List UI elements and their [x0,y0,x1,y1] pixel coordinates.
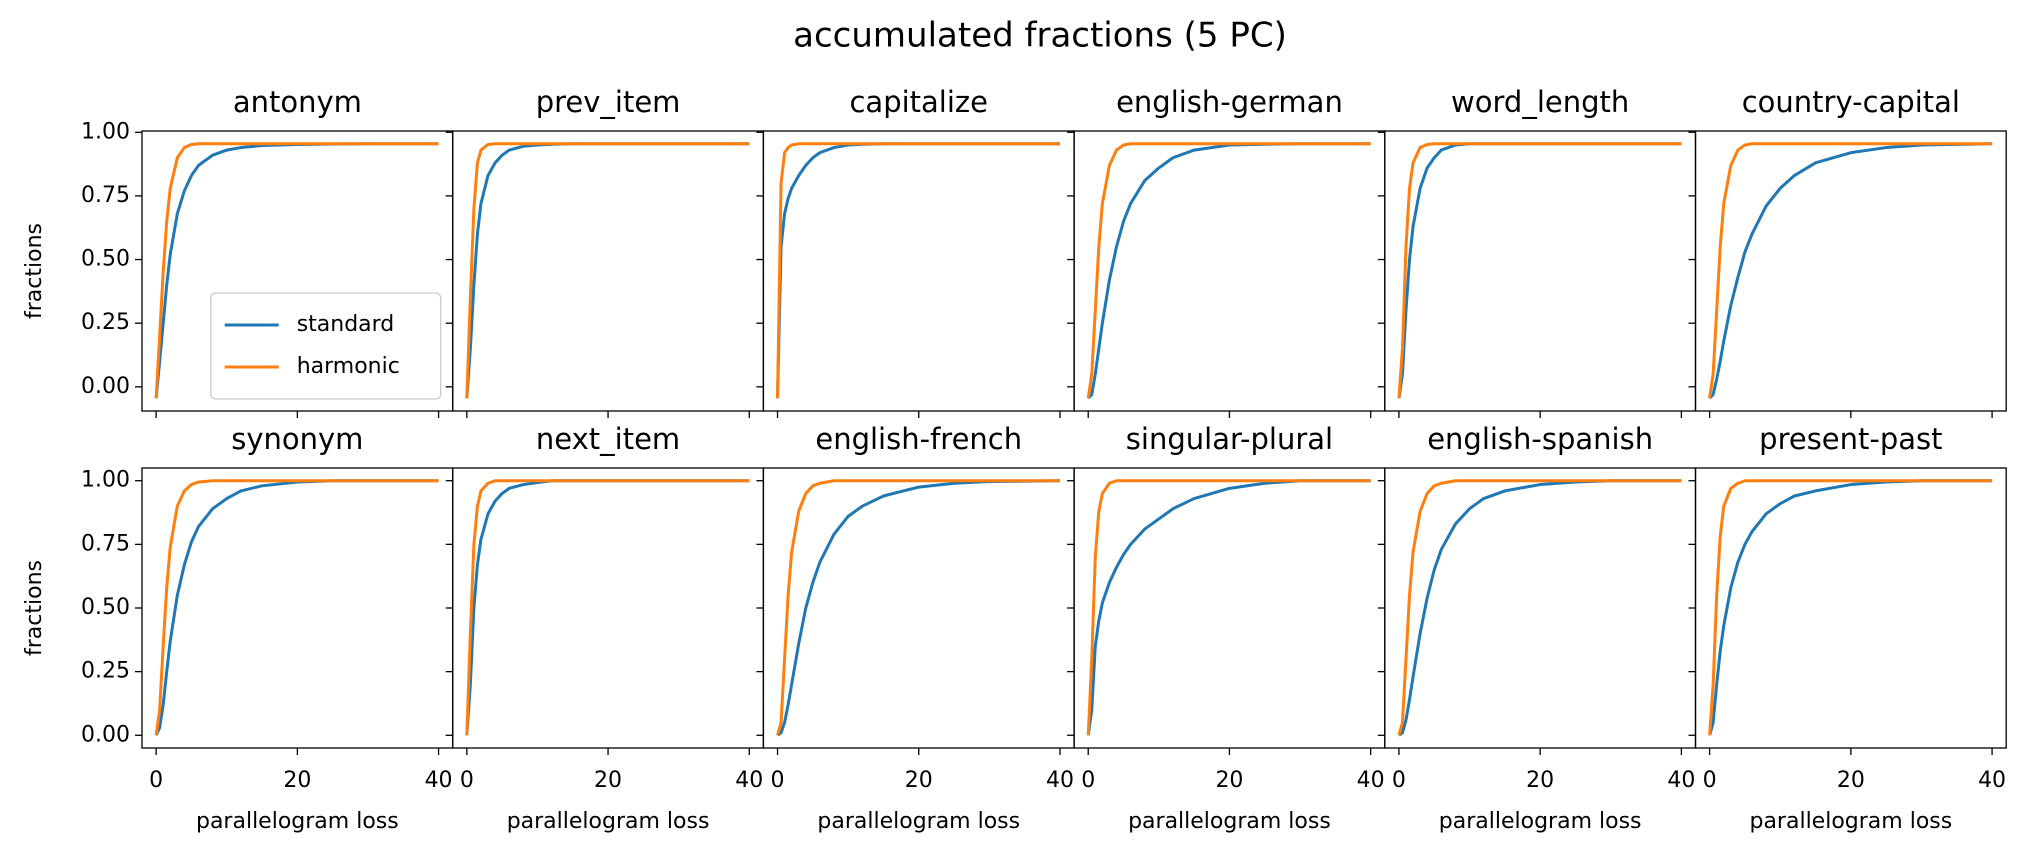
x-axis-label: parallelogram loss [1128,809,1331,834]
subplot-title: singular-plural [1126,422,1333,456]
x-axis-label: parallelogram loss [1439,809,1642,834]
y-tick-label: 0.25 [81,659,130,684]
axes-frame [1694,467,2007,749]
series-line [776,479,1060,736]
legend-box [210,292,442,400]
x-tick-label: 20 [1837,768,1865,793]
y-tick-label: 0.00 [81,722,130,747]
subplot-title: english-french [815,422,1022,456]
y-tick-label: 0.75 [81,531,130,556]
y-tick-label: 0.00 [81,374,130,399]
x-tick-label: 0 [149,768,163,793]
series-line [465,479,750,736]
series-line [1086,479,1371,736]
y-axis-label: fractions [22,223,47,319]
x-axis-label: parallelogram loss [1749,809,1952,834]
subplot-title: english-spanish [1427,422,1653,456]
axes-frame [1694,130,2007,412]
x-tick-label: 20 [1526,768,1554,793]
legend-label: standard [297,312,395,337]
series-line [1708,142,1993,400]
x-tick-label: 20 [905,768,933,793]
series-line [1086,479,1371,736]
y-tick-label: 0.50 [81,595,130,620]
series-line [1397,142,1682,399]
subplot-title: prev_item [536,85,681,119]
legend-label: harmonic [297,354,400,379]
series-line [776,142,1060,399]
x-tick-label: 20 [594,768,622,793]
y-tick-label: 0.25 [81,310,130,335]
series-line [776,479,1060,737]
y-tick-label: 1.00 [81,119,130,144]
series-line [154,479,439,736]
y-tick-label: 0.50 [81,247,130,272]
series-line [1708,142,1993,399]
x-tick-label: 40 [1667,768,1695,793]
subplot-title: word_length [1451,85,1629,119]
subplot-title: present-past [1759,422,1942,456]
y-tick-label: 1.00 [81,468,130,493]
x-tick-label: 0 [460,768,474,793]
subplot-title: next_item [536,422,680,456]
series-line [1086,142,1371,399]
y-tick-label: 0.75 [81,183,130,208]
x-axis-label: parallelogram loss [817,809,1020,834]
subplot-title: synonym [231,422,363,456]
x-axis-label: parallelogram loss [196,809,399,834]
x-tick-label: 40 [735,768,763,793]
figure-title: accumulated fractions (5 PC) [793,16,1287,56]
x-tick-label: 20 [1215,768,1243,793]
x-tick-label: 0 [771,768,785,793]
x-tick-label: 40 [1978,768,2006,793]
subplot-title: antonym [233,85,362,119]
x-tick-label: 40 [1357,768,1385,793]
x-tick-label: 20 [283,768,311,793]
x-tick-label: 0 [1703,768,1717,793]
series-line [1398,479,1682,737]
series-line [1708,479,1993,736]
x-tick-label: 0 [1081,768,1095,793]
subplot-title: english-german [1116,85,1343,119]
subplot-title: capitalize [849,85,988,119]
x-tick-label: 40 [1046,768,1074,793]
series-line [465,142,750,399]
x-tick-label: 40 [425,768,453,793]
series-line [154,142,439,399]
series-line [1708,479,1993,736]
x-axis-label: parallelogram loss [507,809,710,834]
subplot-title: country-capital [1742,85,1960,119]
y-axis-label: fractions [22,560,47,656]
series-line [1397,479,1682,736]
x-tick-label: 0 [1392,768,1406,793]
